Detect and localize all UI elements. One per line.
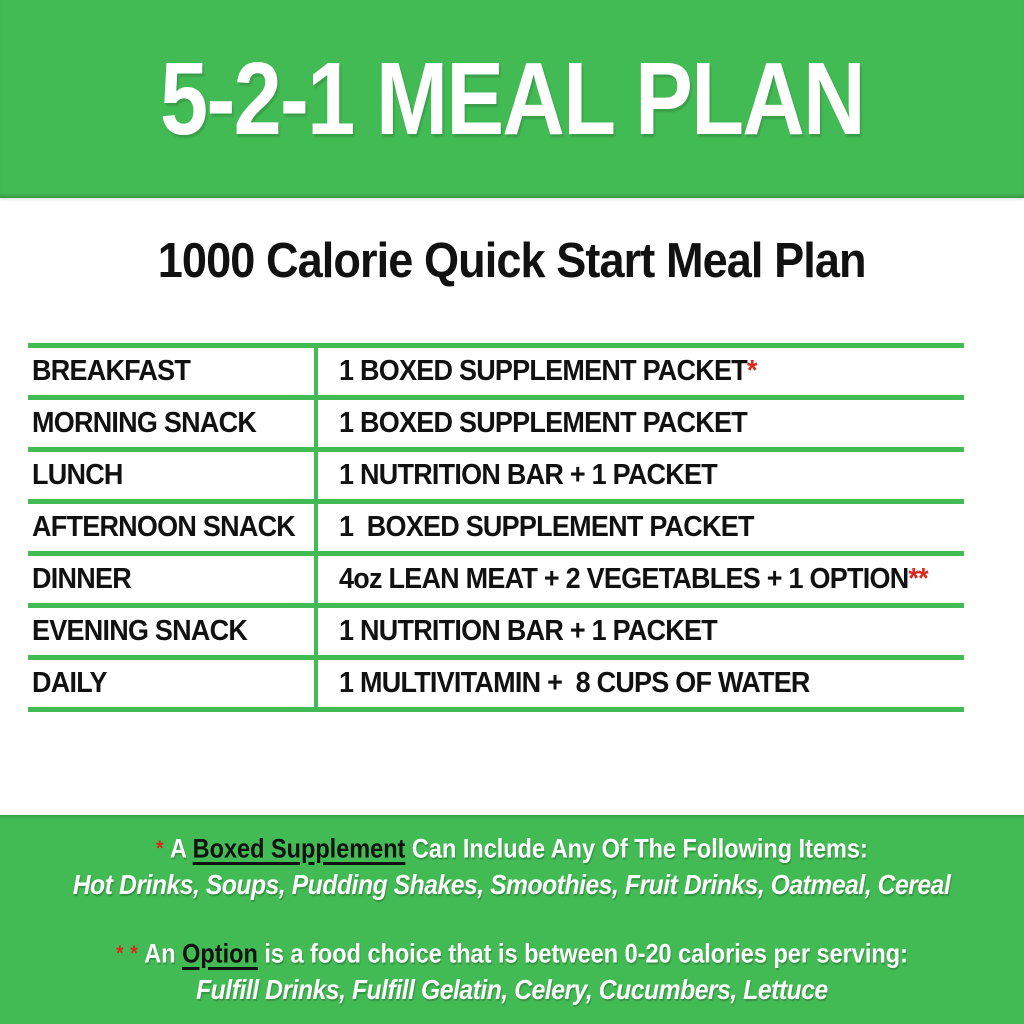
meal-item-cell: 4oz LEAN MEAT + 2 VEGETABLES + 1 OPTION*… (318, 556, 964, 603)
meal-name-cell: LUNCH (28, 452, 318, 499)
note-prefix: A (170, 833, 187, 864)
note-prefix: An (144, 938, 176, 969)
meal-name-cell: DINNER (28, 556, 318, 603)
table-row-evening-snack: EVENING SNACK 1 NUTRITION BAR + 1 PACKET (28, 608, 964, 660)
meal-item: 1 NUTRITION BAR + 1 PACKET (339, 615, 718, 648)
table-row-breakfast: BREAKFAST 1 BOXED SUPPLEMENT PACKET* (28, 348, 964, 400)
table-row-morning-snack: MORNING SNACK 1 BOXED SUPPLEMENT PACKET (28, 400, 964, 452)
meal-item: 1 BOXED SUPPLEMENT PACKET* (339, 355, 757, 388)
meal-name: DAILY (32, 667, 107, 699)
note-definition-line: * * An Option is a food choice that is b… (0, 934, 1024, 971)
meal-item-cell: 1 BOXED SUPPLEMENT PACKET* (318, 348, 964, 395)
page-title: 5-2-1 MEAL PLAN (160, 41, 866, 156)
meal-name: LUNCH (32, 459, 123, 491)
meal-item: 1 NUTRITION BAR + 1 PACKET (339, 459, 718, 492)
note-items-line: Fulfill Drinks, Fulfill Gelatin, Celery,… (0, 971, 1024, 1008)
note-items-line: Hot Drinks, Soups, Pudding Shakes, Smoot… (0, 866, 1024, 903)
note-items: Hot Drinks, Soups, Pudding Shakes, Smoot… (73, 869, 951, 900)
meal-item: 4oz LEAN MEAT + 2 VEGETABLES + 1 OPTION*… (339, 563, 929, 596)
meal-item-text: 1 BOXED SUPPLEMENT PACKET (339, 407, 748, 439)
meal-item-text: 4oz LEAN MEAT + 2 VEGETABLES + 1 OPTION (339, 563, 909, 595)
meal-name-cell: DAILY (28, 660, 318, 707)
note-option: * * An Option is a food choice that is b… (0, 934, 1024, 1008)
meal-item-text: 1 NUTRITION BAR + 1 PACKET (339, 615, 718, 647)
meal-item-cell: 1 NUTRITION BAR + 1 PACKET (318, 608, 964, 655)
meal-name-cell: AFTERNOON SNACK (28, 504, 318, 551)
meal-name: DINNER (32, 563, 132, 595)
meal-item: 1 BOXED SUPPLEMENT PACKET (339, 407, 748, 440)
note-items: Fulfill Drinks, Fulfill Gelatin, Celery,… (196, 974, 828, 1005)
table-row-dinner: DINNER 4oz LEAN MEAT + 2 VEGETABLES + 1 … (28, 556, 964, 608)
meal-name: BREAKFAST (32, 355, 191, 387)
meal-item-cell: 1 BOXED SUPPLEMENT PACKET (318, 400, 964, 447)
table-row-afternoon-snack: AFTERNOON SNACK 1 BOXED SUPPLEMENT PACKE… (28, 504, 964, 556)
meal-name: EVENING SNACK (32, 615, 248, 647)
header-banner: 5-2-1 MEAL PLAN (0, 0, 1024, 198)
note-rest: is a food choice that is between 0-20 ca… (264, 938, 908, 969)
note-definition-line: * A Boxed Supplement Can Include Any Of … (0, 829, 1024, 866)
meal-name: MORNING SNACK (32, 407, 257, 439)
note-keyword: Option (182, 938, 258, 969)
note-keyword: Boxed Supplement (192, 833, 406, 864)
meal-item-text: 1 BOXED SUPPLEMENT PACKET (339, 355, 748, 387)
footer-notes: * A Boxed Supplement Can Include Any Of … (0, 815, 1024, 1024)
meal-name-cell: EVENING SNACK (28, 608, 318, 655)
asterisk-marker: ** (908, 563, 928, 595)
note-boxed-supplement: * A Boxed Supplement Can Include Any Of … (0, 829, 1024, 903)
red-asterisk-marker: * (156, 835, 165, 860)
meal-item-text: 1 NUTRITION BAR + 1 PACKET (339, 459, 718, 491)
note-rest: Can Include Any Of The Following Items: (411, 833, 868, 864)
red-asterisk-marker: * * (116, 940, 139, 965)
meal-item-cell: 1 BOXED SUPPLEMENT PACKET (318, 504, 964, 551)
table-row-lunch: LUNCH 1 NUTRITION BAR + 1 PACKET (28, 452, 964, 504)
meal-name-cell: BREAKFAST (28, 348, 318, 395)
meal-item-text: 1 MULTIVITAMIN + 8 CUPS OF WATER (339, 667, 810, 699)
meal-item-text: 1 BOXED SUPPLEMENT PACKET (339, 511, 754, 543)
meal-item-cell: 1 NUTRITION BAR + 1 PACKET (318, 452, 964, 499)
table-row-daily: DAILY 1 MULTIVITAMIN + 8 CUPS OF WATER (28, 660, 964, 712)
meal-plan-table: BREAKFAST 1 BOXED SUPPLEMENT PACKET* MOR… (28, 343, 964, 712)
meal-item: 1 BOXED SUPPLEMENT PACKET (339, 511, 754, 544)
meal-item-cell: 1 MULTIVITAMIN + 8 CUPS OF WATER (318, 660, 964, 707)
subtitle: 1000 Calorie Quick Start Meal Plan (158, 234, 867, 288)
meal-name-cell: MORNING SNACK (28, 400, 318, 447)
asterisk-marker: * (746, 355, 757, 387)
meal-item: 1 MULTIVITAMIN + 8 CUPS OF WATER (339, 667, 810, 700)
meal-name: AFTERNOON SNACK (32, 511, 296, 543)
subtitle-row: 1000 Calorie Quick Start Meal Plan (0, 233, 1024, 289)
